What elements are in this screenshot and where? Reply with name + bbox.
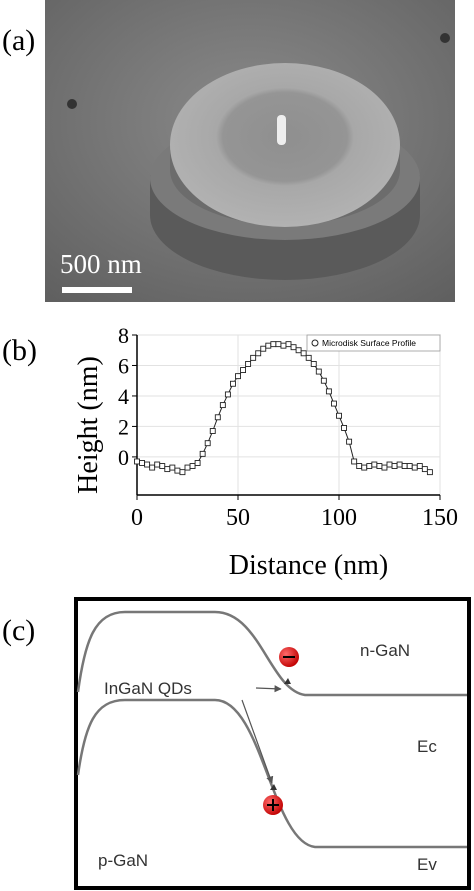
data-point (199, 450, 206, 457)
region-label: p-GaN (98, 851, 148, 870)
x-tick-label: 0 (131, 505, 143, 531)
hole-sign (267, 799, 279, 811)
region-label: n-GaN (360, 641, 410, 660)
data-point (411, 464, 418, 471)
panel-label: (b) (2, 334, 37, 367)
data-point (255, 350, 262, 357)
data-point (371, 461, 378, 468)
data-point (224, 391, 231, 398)
sem-post (277, 115, 286, 145)
data-point (285, 341, 292, 348)
data-point (149, 464, 156, 471)
data-point (184, 464, 191, 471)
qd-label: InGaN QDs (104, 679, 192, 698)
sem-hole (67, 99, 77, 109)
data-point (386, 461, 393, 468)
data-point (260, 345, 267, 352)
data-point (270, 341, 277, 348)
x-tick-label: 100 (321, 505, 357, 531)
data-point (320, 377, 327, 384)
data-point (336, 412, 342, 419)
data-point (426, 469, 433, 476)
data-point (396, 461, 403, 468)
data-point (300, 350, 307, 357)
data-point (280, 342, 287, 349)
data-point (240, 367, 247, 373)
band-label: Ec (417, 737, 437, 756)
data-point (381, 464, 388, 471)
data-point (174, 467, 181, 474)
x-tick-label: 50 (226, 505, 250, 531)
x-axis-label: Distance (nm) (229, 550, 388, 581)
data-point (275, 341, 282, 348)
data-point (164, 466, 171, 473)
data-point (235, 373, 241, 380)
data-point (290, 344, 297, 351)
data-point (310, 361, 317, 367)
data-point (219, 402, 226, 409)
data-point (356, 463, 363, 469)
data-point (250, 354, 257, 361)
legend-label: Microdisk Surface Profile (322, 338, 416, 348)
arrow (241, 699, 274, 784)
y-tick-label: 8 (118, 323, 129, 348)
data-point (351, 458, 358, 465)
y-axis-label: Height (nm) (73, 356, 104, 494)
y-tick-label: 2 (118, 414, 129, 439)
sem-disk-top (170, 63, 400, 227)
sem-hole (440, 33, 450, 43)
data-point (179, 469, 186, 476)
data-point (341, 425, 347, 431)
valence-band (76, 698, 467, 849)
data-point (144, 461, 151, 468)
data-point (189, 463, 196, 469)
data-point (159, 463, 166, 469)
panel-label: (c) (2, 614, 35, 647)
data-point (214, 414, 221, 421)
data-point (366, 463, 373, 469)
band-label: Ev (417, 855, 437, 874)
data-point (204, 440, 211, 447)
data-point (401, 463, 408, 469)
data-point (416, 463, 423, 469)
data-point (265, 342, 272, 349)
scale-bar-label: 500 nm (60, 249, 142, 279)
data-point (295, 347, 302, 354)
data-point (194, 460, 201, 466)
data-point (134, 458, 140, 465)
data-point (361, 464, 368, 471)
data-point (305, 354, 312, 361)
x-tick-label: 150 (422, 505, 458, 531)
data-point (154, 461, 161, 468)
scale-bar (62, 287, 132, 293)
data-point (245, 361, 252, 367)
data-point (406, 463, 413, 469)
chart: 0 2 4 6 8 0 50 100 150 Distance (nm) Height (nm) Mi… (73, 323, 458, 581)
data-point (229, 380, 236, 387)
y-tick-label: 6 (118, 353, 129, 378)
data-point (325, 388, 332, 395)
data-point (315, 368, 322, 375)
data-point (391, 463, 398, 469)
data-point (346, 438, 353, 445)
data-point (209, 428, 216, 434)
data-point (376, 463, 383, 469)
data-point (421, 466, 428, 473)
conduction-band (76, 610, 467, 697)
data-point (331, 400, 337, 407)
panel-label: (a) (2, 24, 35, 57)
diagram-frame (74, 597, 471, 890)
data-point (169, 464, 176, 471)
y-tick-label: 0 (118, 445, 129, 470)
data-point (139, 460, 146, 466)
legend-box (306, 334, 441, 352)
arrow (255, 685, 282, 693)
y-tick-label: 4 (118, 384, 129, 409)
legend-marker (311, 339, 319, 347)
